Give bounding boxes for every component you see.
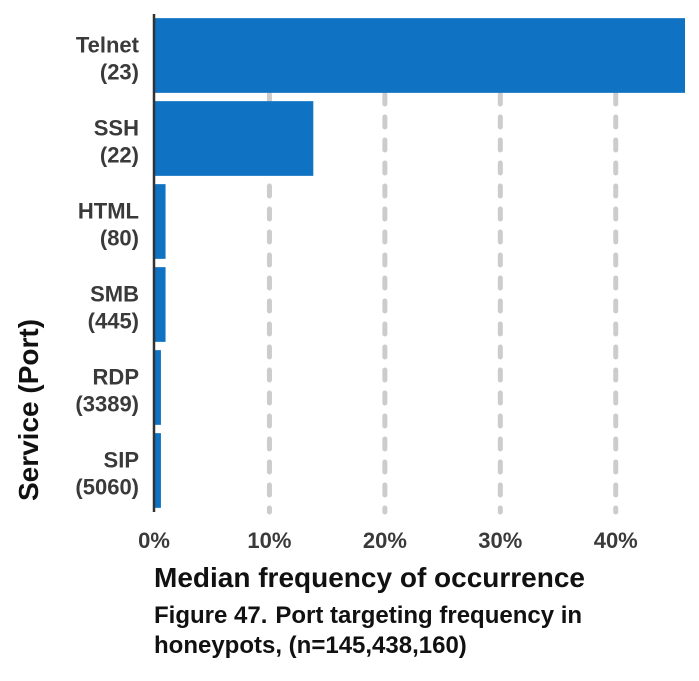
y-tick-label-sip: SIP xyxy=(104,448,139,473)
bar-rdp xyxy=(154,350,161,425)
figure-caption: Figure 47. Port targeting frequency in ho… xyxy=(154,601,674,661)
y-tick-label-html: HTML xyxy=(78,199,139,224)
y-tick-label-telnet: Telnet xyxy=(76,33,140,58)
x-tick-label-40pct: 40% xyxy=(594,528,638,553)
y-tick-port-telnet: (23) xyxy=(100,60,139,85)
y-axis-title: Service (Port) xyxy=(13,319,44,501)
y-tick-label-smb: SMB xyxy=(90,282,139,307)
y-tick-port-smb: (445) xyxy=(88,309,139,334)
x-tick-label-10pct: 10% xyxy=(247,528,291,553)
x-tick-label-30pct: 30% xyxy=(478,528,522,553)
figure-caption-text: Port targeting frequency in honeypots, (… xyxy=(154,602,583,659)
figure-number: Figure 47. xyxy=(154,602,268,629)
x-axis-title: Median frequency of occurrence xyxy=(154,562,585,593)
y-tick-port-html: (80) xyxy=(100,226,139,251)
bar-ssh xyxy=(154,101,314,176)
labels: Median frequency of occurrence Service (… xyxy=(13,33,638,594)
bars xyxy=(154,18,685,508)
bar-telnet xyxy=(154,18,685,93)
y-tick-label-rdp: RDP xyxy=(93,365,139,390)
y-tick-port-rdp: (3389) xyxy=(75,392,139,417)
y-tick-label-ssh: SSH xyxy=(94,116,139,141)
y-tick-port-ssh: (22) xyxy=(100,143,139,168)
y-tick-port-sip: (5060) xyxy=(75,475,139,500)
bar-smb xyxy=(154,267,166,342)
x-tick-label-20pct: 20% xyxy=(363,528,407,553)
gridlines xyxy=(266,91,619,515)
bar-sip xyxy=(154,433,161,508)
x-tick-label-0pct: 0% xyxy=(138,528,170,553)
bar-html xyxy=(154,184,166,259)
